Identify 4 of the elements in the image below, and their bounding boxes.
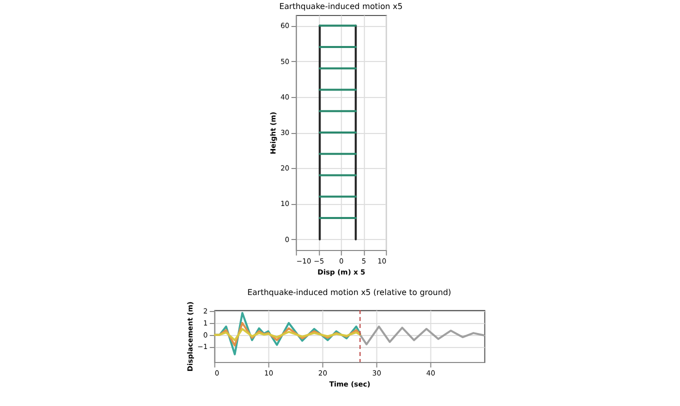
chart-title: Earthquake-induced motion x5 xyxy=(279,2,403,11)
line-series xyxy=(214,328,362,342)
chart-title: Earthquake-induced motion x5 (relative to ground) xyxy=(247,288,452,298)
line-series xyxy=(359,326,484,346)
